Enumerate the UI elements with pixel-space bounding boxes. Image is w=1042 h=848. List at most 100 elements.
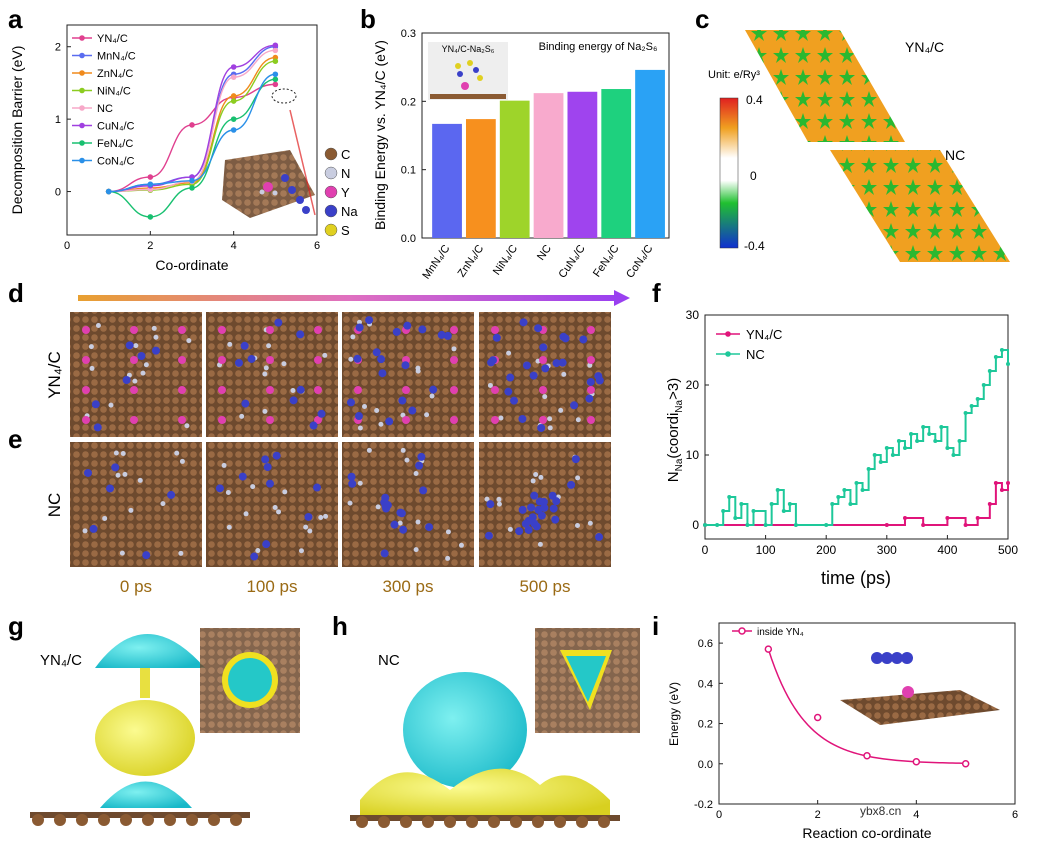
md-snapshots: [70, 312, 611, 567]
bar-6: [635, 69, 665, 239]
na-atom: [215, 484, 224, 493]
g-yellow-lobe: [95, 700, 195, 776]
y-atom: [450, 356, 458, 364]
panel-label-b: b: [360, 4, 376, 34]
point-NC: [703, 523, 707, 527]
n-atom: [243, 511, 249, 517]
n-atom: [151, 325, 157, 331]
n-atom: [266, 343, 272, 349]
na-atom: [594, 372, 603, 381]
y-atom: [450, 416, 458, 424]
n-atom: [303, 524, 309, 530]
g-carbon-row: [32, 814, 242, 826]
point-NC: [739, 502, 744, 506]
n-atom: [445, 555, 451, 561]
legend-marker-ZnN4/C: [79, 70, 85, 76]
panel-label-i: i: [652, 611, 659, 641]
panel-c-yn4c-map: [745, 30, 905, 142]
point-NiN4/C: [230, 98, 237, 104]
n-atom: [132, 378, 138, 384]
point-YN4/C: [993, 481, 998, 485]
na-atom: [585, 394, 594, 403]
time-label-2: 300 ps: [382, 577, 433, 596]
point-NC: [878, 460, 883, 464]
carbon-atom: [32, 814, 44, 826]
na-atom: [504, 387, 513, 396]
na-atom: [289, 396, 298, 405]
atom-legend-marker-Na: [324, 204, 338, 218]
na-atom: [419, 486, 428, 495]
y-atom: [587, 416, 595, 424]
bar-4: [567, 91, 598, 239]
na-atom: [346, 398, 355, 407]
na-atom: [487, 358, 496, 367]
n-atom: [250, 484, 256, 490]
na-atom: [390, 520, 399, 529]
point-NiN4/C: [272, 58, 279, 65]
n-atom: [350, 334, 356, 340]
n-atom: [487, 382, 493, 388]
n-atom: [374, 408, 380, 414]
na-atom: [353, 354, 362, 363]
na-atom: [561, 334, 570, 343]
na-atom: [122, 375, 131, 384]
panel-b-categories: MnN₄/C ZnN₄/C NiN₄/C NC CuN₄/C FeN₄/C CoN₄/C: [420, 243, 655, 282]
n-atom: [128, 507, 134, 513]
y-tick-label-i: 0.6: [698, 638, 713, 650]
n-atom: [362, 403, 368, 409]
panel-label-e: e: [8, 424, 22, 454]
legend-label-YN4/C: YN₄/C: [97, 33, 128, 45]
na-atom: [571, 455, 580, 464]
panel-g: g YN₄/C: [8, 611, 300, 826]
n-atom: [323, 513, 329, 519]
bar-2: [499, 100, 530, 239]
point-YN4/C: [272, 81, 279, 88]
point-2: [863, 751, 871, 760]
na-atom: [408, 406, 417, 415]
point-NC: [915, 439, 920, 443]
y-tick-label-b: 0.3: [401, 28, 416, 40]
n-atom: [415, 368, 421, 374]
na-atom: [365, 316, 374, 325]
na-atom: [417, 452, 426, 461]
point-NC: [999, 348, 1004, 352]
n-atom: [89, 365, 95, 371]
point-FeN4/C: [147, 214, 154, 220]
legend-label-MnN4/C: MnN₄/C: [97, 51, 136, 63]
n-atom: [153, 334, 159, 340]
point-FeN4/C: [272, 76, 279, 83]
n-atom: [413, 547, 419, 553]
x-tick-label-i: 6: [1012, 809, 1018, 821]
na-atom: [492, 333, 501, 342]
atom-legend-label-C: C: [341, 147, 350, 162]
carbon-atom: [164, 814, 176, 826]
na-atom: [425, 523, 434, 532]
n-atom: [102, 515, 108, 521]
atom-legend-marker-C: [324, 147, 338, 161]
na-atom: [595, 533, 604, 542]
panel-f-xlabel: time (ps): [821, 568, 891, 588]
na-atom: [381, 493, 390, 502]
na-atom: [539, 343, 548, 352]
y-tick-label-i: 0.2: [698, 719, 713, 731]
panel-a-atom-legend: CNY Na S: [324, 147, 358, 238]
panel-b-inset-label: YN₄/C-Na₂S₆: [442, 44, 495, 54]
carbon-atom: [532, 816, 544, 828]
point-NC: [957, 439, 962, 443]
n-atom: [400, 447, 406, 453]
point-YN4/C: [884, 523, 889, 527]
na-atom: [93, 423, 102, 432]
carbon-atom: [510, 816, 522, 828]
na-atom: [558, 358, 567, 367]
carbon-atom: [98, 814, 110, 826]
n-atom: [262, 408, 268, 414]
panel-f-ylabel: NNa(coordiNa>3): [665, 378, 685, 482]
point-CuN4/C: [230, 64, 237, 70]
point-NC: [793, 523, 798, 527]
x-tick-label-f: 300: [877, 543, 897, 557]
y-tick-label-i: 0.4: [698, 678, 713, 690]
snapshot-e-0: [70, 442, 202, 567]
panel-c-scale-max: 0.4: [746, 93, 763, 107]
y-atom: [218, 386, 226, 394]
